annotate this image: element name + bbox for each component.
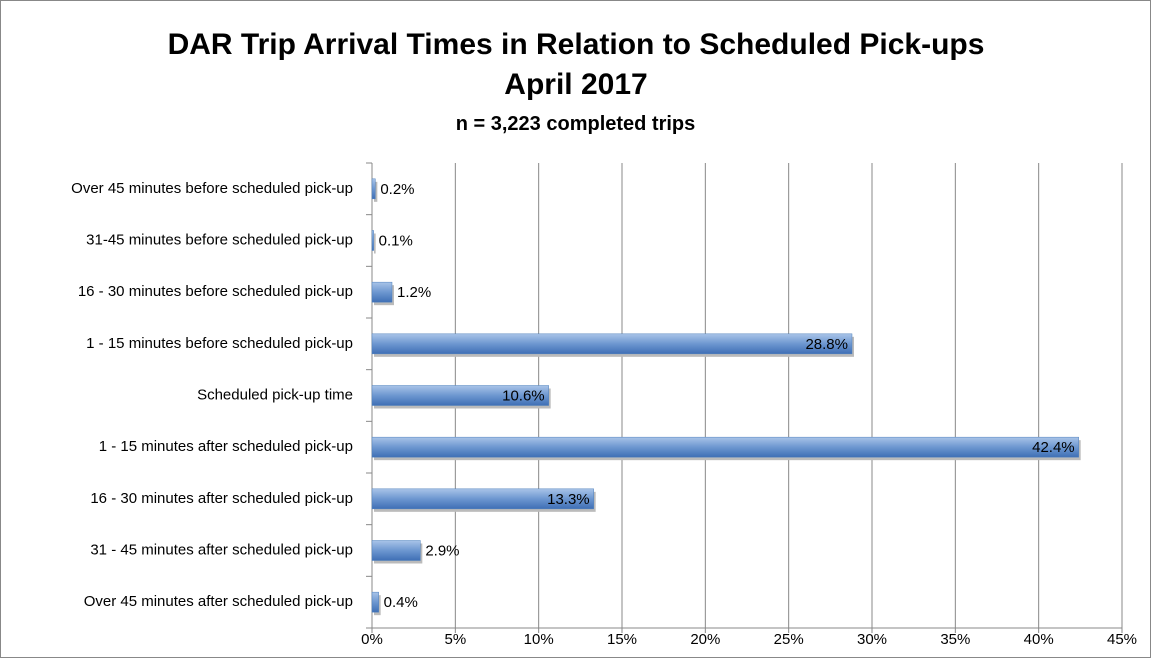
chart-title: DAR Trip Arrival Times in Relation to Sc… bbox=[167, 28, 985, 101]
bar bbox=[371, 230, 374, 251]
x-tick-label: 40% bbox=[1024, 631, 1054, 648]
y-tick-label: 31 - 45 minutes after scheduled pick-up bbox=[90, 541, 353, 558]
x-tick-label: 15% bbox=[607, 631, 637, 648]
x-tick-label: 5% bbox=[444, 631, 466, 648]
bar bbox=[371, 385, 549, 406]
x-tick-label: 30% bbox=[857, 631, 887, 648]
data-label: 2.9% bbox=[425, 542, 459, 559]
bar bbox=[371, 178, 376, 200]
y-tick-label: Scheduled pick-up time bbox=[197, 386, 353, 403]
x-tick-label: 10% bbox=[524, 631, 554, 648]
data-label: 0.4% bbox=[384, 594, 418, 611]
data-label: 10.6% bbox=[502, 387, 545, 404]
x-tick-label: 0% bbox=[361, 631, 383, 648]
x-tick-label: 45% bbox=[1107, 631, 1137, 648]
chart-subtitle: n = 3,223 completed trips bbox=[455, 113, 696, 135]
bar-shadow bbox=[374, 233, 376, 254]
y-tick-label: 31-45 minutes before scheduled pick-up bbox=[86, 231, 353, 248]
bar bbox=[371, 591, 379, 613]
data-label: 42.4% bbox=[1032, 439, 1075, 456]
data-label: 28.8% bbox=[805, 336, 848, 353]
y-tick-label: Over 45 minutes before scheduled pick-up bbox=[71, 180, 353, 197]
data-label: 0.2% bbox=[380, 181, 414, 198]
bar bbox=[371, 540, 421, 561]
x-tick-label: 35% bbox=[940, 631, 970, 648]
bar bbox=[371, 333, 853, 355]
y-tick-label: 16 - 30 minutes before scheduled pick-up bbox=[78, 283, 353, 300]
bar bbox=[371, 436, 1079, 458]
data-label: 13.3% bbox=[547, 491, 590, 508]
bar bbox=[371, 281, 393, 303]
data-label: 1.2% bbox=[397, 284, 431, 301]
x-tick-label: 25% bbox=[774, 631, 804, 648]
y-tick-label: 1 - 15 minutes before scheduled pick-up bbox=[86, 335, 353, 352]
bar-shadow bbox=[374, 181, 378, 202]
data-label: 0.1% bbox=[379, 232, 413, 249]
y-tick-label: Over 45 minutes after scheduled pick-up bbox=[84, 593, 353, 610]
y-tick-label: 16 - 30 minutes after scheduled pick-up bbox=[90, 490, 353, 507]
y-tick-label: 1 - 15 minutes after scheduled pick-up bbox=[99, 438, 353, 455]
x-tick-label: 20% bbox=[690, 631, 720, 648]
bar bbox=[371, 488, 594, 510]
